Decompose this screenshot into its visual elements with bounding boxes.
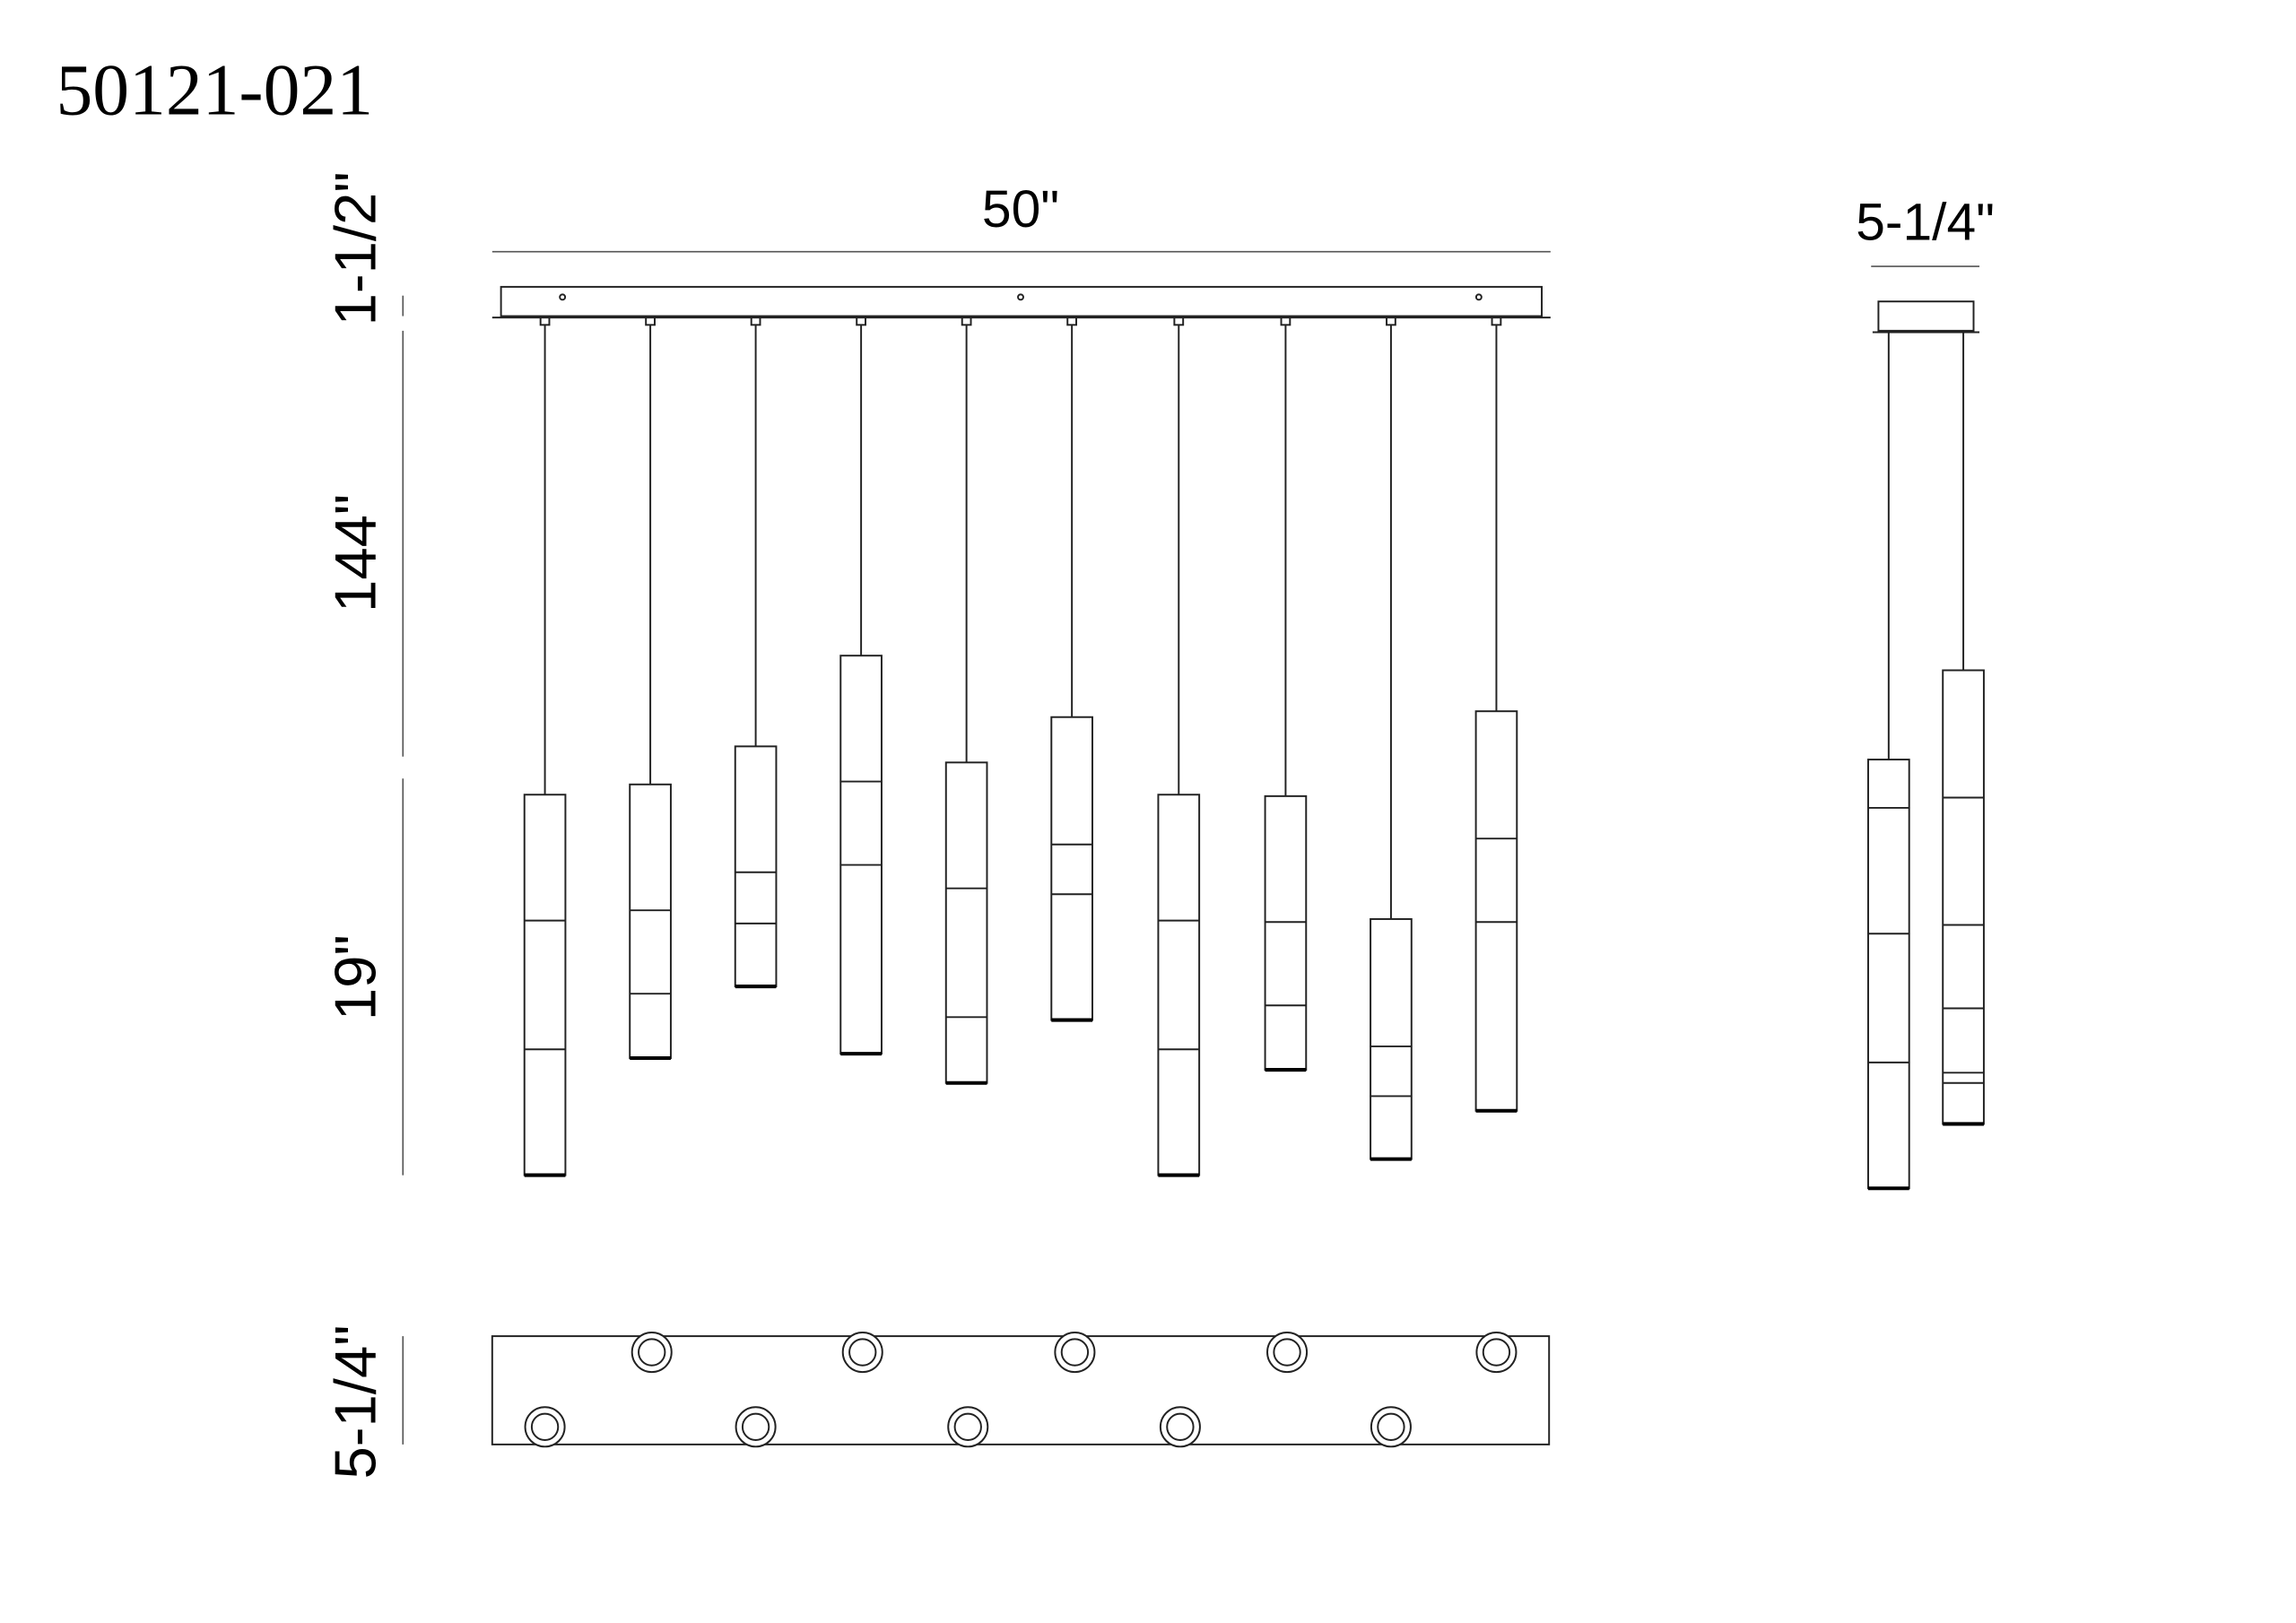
shade xyxy=(944,761,988,1084)
shade xyxy=(734,745,778,988)
socket-inner xyxy=(1482,1338,1511,1367)
socket-inner xyxy=(848,1338,877,1367)
screw xyxy=(559,293,567,301)
shade xyxy=(1050,716,1093,1021)
shade-height-label: 19" xyxy=(322,934,387,1020)
rod-mount xyxy=(1066,317,1078,326)
width-label: 50" xyxy=(982,180,1059,239)
socket-inner xyxy=(1166,1412,1195,1441)
bottom-depth-label: 5-1/4" xyxy=(322,1325,387,1480)
rod-mount xyxy=(1386,317,1396,326)
screw xyxy=(1474,293,1483,301)
shade xyxy=(523,794,567,1176)
title: 50121-021 xyxy=(56,48,373,130)
shade xyxy=(1942,669,1985,1125)
shade xyxy=(1867,759,1910,1190)
socket-inner xyxy=(638,1338,666,1367)
rod-mount xyxy=(1491,317,1502,326)
shade xyxy=(839,655,883,1055)
side-depth-label: 5-1/4" xyxy=(1856,194,1995,252)
rod-mount xyxy=(645,317,656,326)
socket-inner xyxy=(530,1412,560,1441)
rod-mount xyxy=(1173,317,1185,326)
socket-inner xyxy=(953,1412,982,1441)
shade xyxy=(1264,794,1308,1072)
rod-mount xyxy=(961,317,972,326)
rod-mount xyxy=(539,317,551,326)
socket-inner xyxy=(741,1412,770,1441)
socket-inner xyxy=(1060,1338,1090,1367)
rod-mount xyxy=(1280,317,1292,326)
shade xyxy=(1370,917,1413,1160)
rod-mount xyxy=(750,317,761,326)
socket-inner xyxy=(1273,1338,1301,1367)
shade xyxy=(1157,794,1201,1176)
canopy-height-label: 1-1/2" xyxy=(322,171,387,325)
canopy xyxy=(500,285,1544,317)
shade xyxy=(629,783,672,1059)
canopy xyxy=(1877,300,1975,332)
rod-mount xyxy=(856,317,866,326)
shade xyxy=(1474,710,1518,1112)
screw xyxy=(1017,293,1024,301)
overall-height-label: 144" xyxy=(322,494,387,612)
socket-inner xyxy=(1377,1412,1405,1441)
